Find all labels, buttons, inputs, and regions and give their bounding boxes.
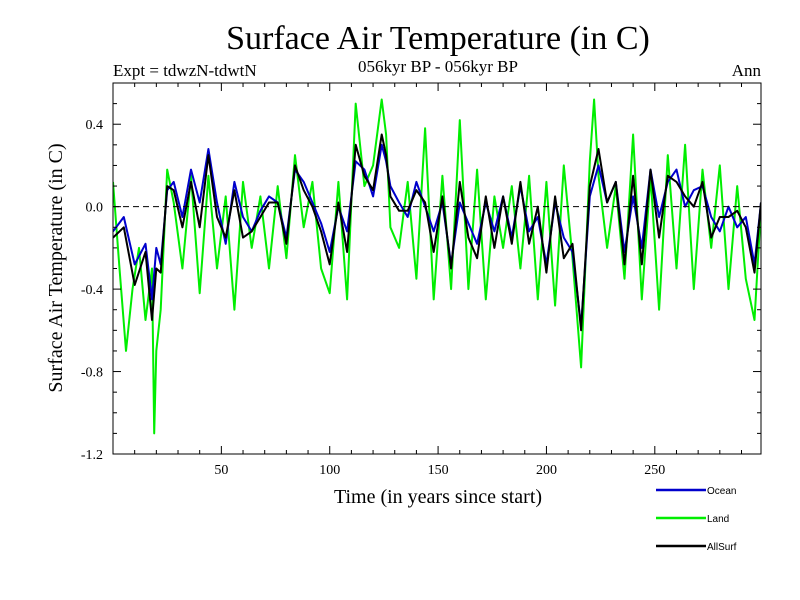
y-axis-label: Surface Air Temperature (in C) [45,143,67,392]
season-label: Ann [732,61,762,80]
y-tick-label: 0.4 [86,118,104,133]
x-axis-label: Time (in years since start) [334,486,542,508]
legend-label: AllSurf [707,542,737,553]
experiment-label: Expt = tdwzN-tdwtN [113,61,257,80]
plot-area [113,83,761,454]
x-tick-label: 150 [428,463,449,478]
legend-label: Land [707,514,729,525]
legend-label: Ocean [707,486,736,497]
plot-frame [112,82,762,455]
chart-title: Surface Air Temperature (in C) [226,20,650,57]
legend-item-land: Land [656,514,729,525]
legend-item-allsurf: AllSurf [656,542,737,553]
legend-item-ocean: Ocean [656,486,736,497]
series-line-land [113,98,761,435]
y-tick-label: -0.8 [81,366,103,381]
x-tick-label: 250 [644,463,665,478]
x-tick-label: 100 [319,463,340,478]
y-tick-label: -1.2 [81,448,103,463]
x-tick-label: 200 [536,463,557,478]
chart-subtitle: 056kyr BP - 056kyr BP [358,57,518,76]
y-tick-label: -0.4 [81,283,103,298]
y-tick-label: 0.0 [86,201,104,216]
x-tick-label: 50 [214,463,228,478]
